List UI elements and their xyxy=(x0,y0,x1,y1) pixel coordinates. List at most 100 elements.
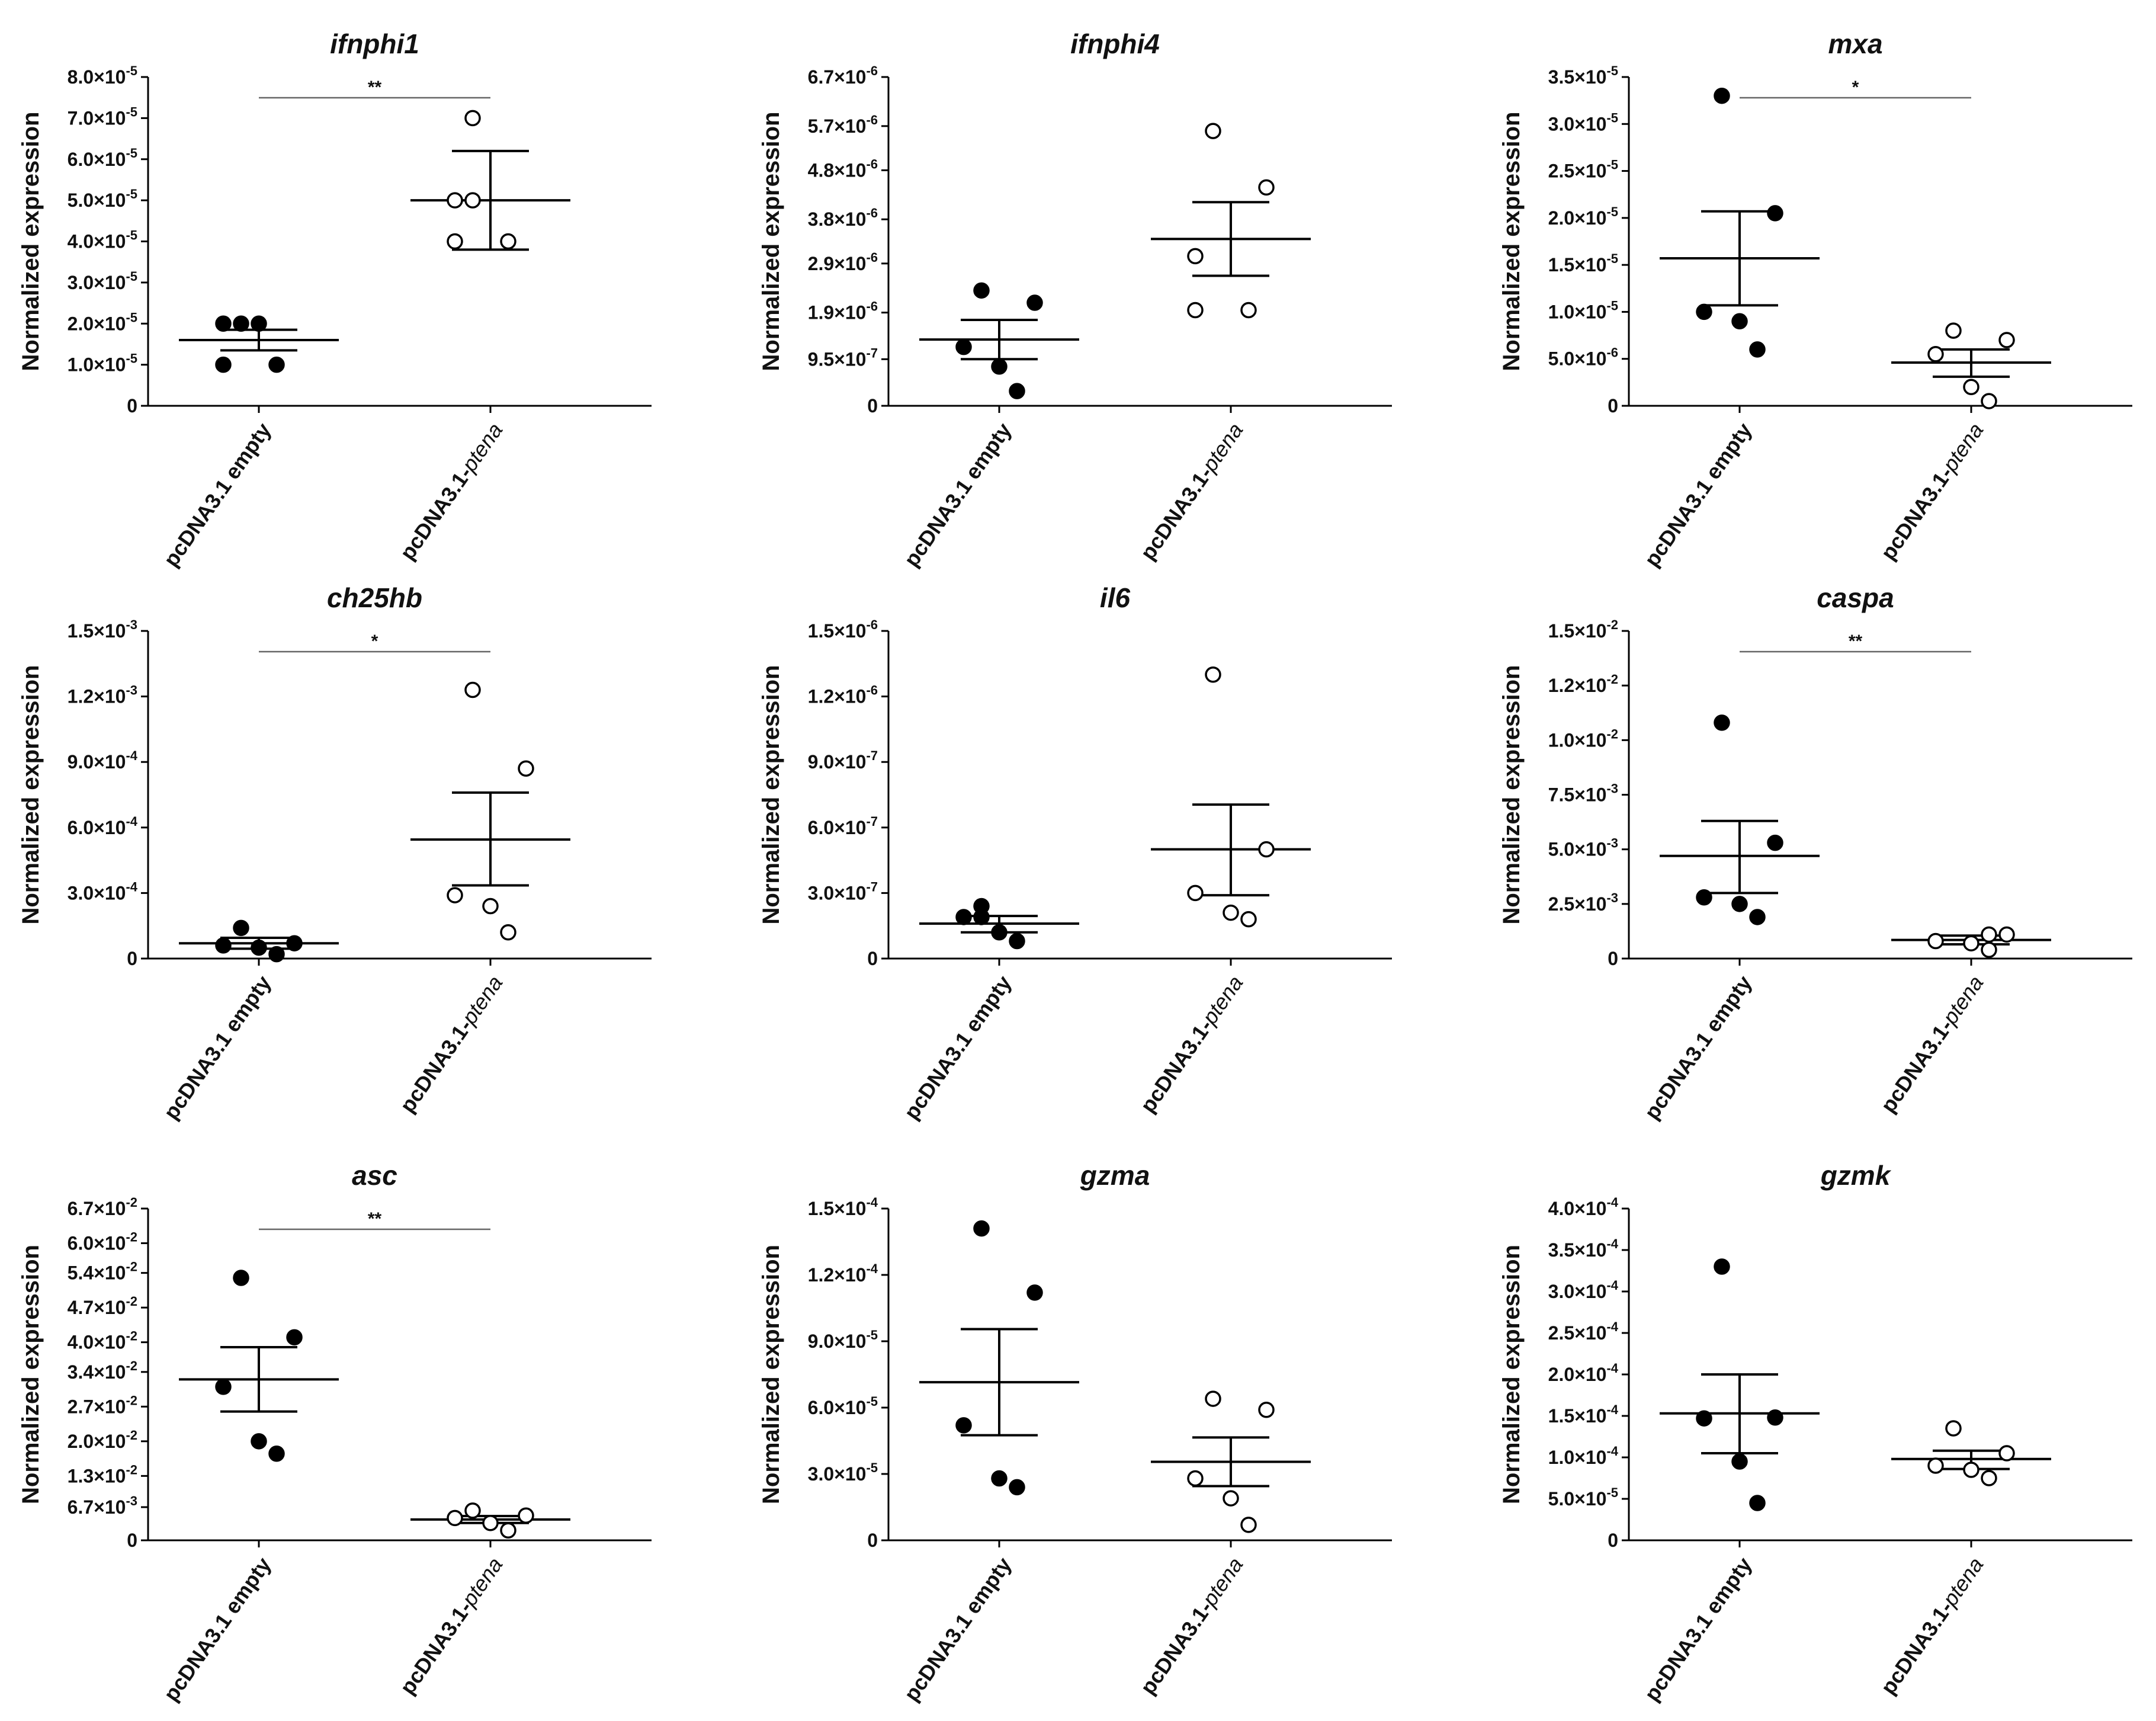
data-point xyxy=(1187,248,1204,265)
data-point xyxy=(268,946,285,963)
data-point xyxy=(1009,1479,1025,1496)
data-point xyxy=(233,315,249,332)
series-empty xyxy=(179,1270,339,1462)
y-tick-label: 3.8×10-6 xyxy=(808,206,878,230)
data-point xyxy=(482,1514,499,1531)
data-point xyxy=(500,1522,516,1539)
category-label: pcDNA3.1-ptena xyxy=(1135,418,1248,564)
data-point xyxy=(447,233,463,250)
data-point xyxy=(1258,841,1275,858)
y-tick-label: 0 xyxy=(1608,395,1618,416)
data-point xyxy=(518,1507,534,1524)
y-tick-label: 3.4×10-2 xyxy=(68,1358,137,1383)
y-axis-label: Normalized expression xyxy=(1499,1245,1525,1504)
panel-mxa: mxa Normalized expression 0 5.0×10-6 1.0×10-… xyxy=(1499,28,2132,571)
data-point xyxy=(1731,896,1748,912)
data-point xyxy=(973,282,990,299)
data-point xyxy=(286,935,303,951)
y-axis-label: Normalized expression xyxy=(18,1245,44,1504)
category-label: pcDNA3.1-ptena xyxy=(395,1553,508,1698)
data-point xyxy=(1240,1517,1257,1533)
y-tick-label: 1.2×10-6 xyxy=(808,683,878,707)
y-tick-label: 9.0×10-7 xyxy=(808,748,878,773)
data-point xyxy=(1963,1462,1979,1478)
y-tick-label: 1.9×10-6 xyxy=(808,299,878,323)
data-point xyxy=(251,315,267,332)
y-tick-label: 0 xyxy=(127,948,137,969)
y-tick-label: 4.7×10-2 xyxy=(68,1294,137,1318)
y-tick-label: 1.5×10-3 xyxy=(68,617,137,642)
y-tick-label: 1.5×10-5 xyxy=(1548,251,1618,275)
y-tick-label: 6.7×10-3 xyxy=(68,1494,137,1518)
panel-gzma: gzma Normalized expression 0 3.0×10-5 6.0×10… xyxy=(758,1160,1392,1706)
y-tick-label: 5.7×10-6 xyxy=(808,113,878,137)
data-point xyxy=(991,924,1008,941)
data-point xyxy=(1223,1490,1239,1507)
data-point xyxy=(464,192,481,209)
data-point xyxy=(1258,1401,1275,1418)
y-tick-label: 3.5×10-5 xyxy=(1548,63,1618,88)
data-point xyxy=(251,939,267,956)
data-point xyxy=(1945,1420,1962,1437)
data-point xyxy=(1696,1410,1712,1427)
category-label: pcDNA3.1 empty xyxy=(159,971,276,1124)
y-tick-label: 6.0×10-5 xyxy=(808,1394,878,1418)
panel-ifnphi4: ifnphi4 Normalized expression 0 9.5×10-7 1.9… xyxy=(758,28,1392,571)
y-tick-label: 2.0×10-4 xyxy=(1548,1361,1619,1385)
data-point xyxy=(1696,303,1712,321)
data-point xyxy=(1981,1470,1997,1486)
y-tick-label: 3.0×10-5 xyxy=(68,269,137,293)
category-label: pcDNA3.1-ptena xyxy=(395,418,508,564)
y-tick-label: 4.0×10-2 xyxy=(68,1329,137,1353)
significance-label: * xyxy=(371,632,378,651)
data-point xyxy=(1767,205,1783,222)
y-axis-label: Normalized expression xyxy=(18,665,44,925)
y-tick-label: 6.0×10-7 xyxy=(808,814,878,838)
chart-title: ifnphi4 xyxy=(1070,28,1160,59)
category-label: pcDNA3.1-ptena xyxy=(1135,971,1248,1117)
data-point xyxy=(500,233,516,250)
chart-title: ifnphi1 xyxy=(330,28,419,59)
data-point xyxy=(1767,834,1783,851)
series-ptena xyxy=(410,1502,570,1539)
y-tick-label: 1.2×10-4 xyxy=(808,1261,878,1286)
panel-ifnphi1: ifnphi1 Normalized expression 0 1.0×10-5 2.0… xyxy=(18,28,652,571)
significance-label: * xyxy=(1852,78,1859,97)
y-tick-label: 5.4×10-2 xyxy=(68,1259,137,1284)
y-tick-label: 0 xyxy=(127,395,137,416)
data-point xyxy=(1187,1470,1204,1487)
data-point xyxy=(447,1510,463,1527)
y-tick-label: 2.5×10-5 xyxy=(1548,158,1618,182)
y-tick-label: 2.0×10-5 xyxy=(68,310,137,334)
series-empty xyxy=(1660,714,1820,925)
y-tick-label: 4.8×10-6 xyxy=(808,156,878,181)
y-tick-label: 4.0×10-5 xyxy=(68,228,137,252)
y-tick-label: 9.5×10-7 xyxy=(808,345,878,370)
data-point xyxy=(1981,393,1997,409)
data-point xyxy=(955,1417,972,1434)
data-point xyxy=(215,315,232,332)
data-point xyxy=(464,681,481,698)
y-axis-label: Normalized expression xyxy=(18,112,44,371)
y-tick-label: 6.7×10-2 xyxy=(68,1195,137,1219)
series-ptena xyxy=(410,681,570,941)
data-point xyxy=(233,919,249,937)
y-tick-label: 8.0×10-5 xyxy=(68,63,137,88)
y-tick-label: 0 xyxy=(867,395,878,416)
category-label: pcDNA3.1-ptena xyxy=(1135,1553,1248,1698)
y-tick-label: 1.5×10-4 xyxy=(808,1195,878,1219)
category-label: pcDNA3.1 empty xyxy=(1640,971,1757,1124)
y-tick-label: 2.0×10-5 xyxy=(1548,204,1618,229)
chart-title: gzmk xyxy=(1820,1160,1892,1191)
y-tick-label: 0 xyxy=(1608,948,1618,969)
category-label: pcDNA3.1 empty xyxy=(159,1553,276,1706)
y-tick-label: 7.0×10-5 xyxy=(68,104,137,129)
panel-il6: il6 Normalized expression 0 3.0×10-7 6.0×10-… xyxy=(758,582,1392,1124)
data-point xyxy=(955,338,972,355)
data-point xyxy=(447,192,463,209)
y-axis-label: Normalized expression xyxy=(1499,112,1525,371)
series-ptena xyxy=(1151,123,1311,319)
chart-title: ch25hb xyxy=(327,582,422,613)
series-empty xyxy=(1660,87,1820,358)
